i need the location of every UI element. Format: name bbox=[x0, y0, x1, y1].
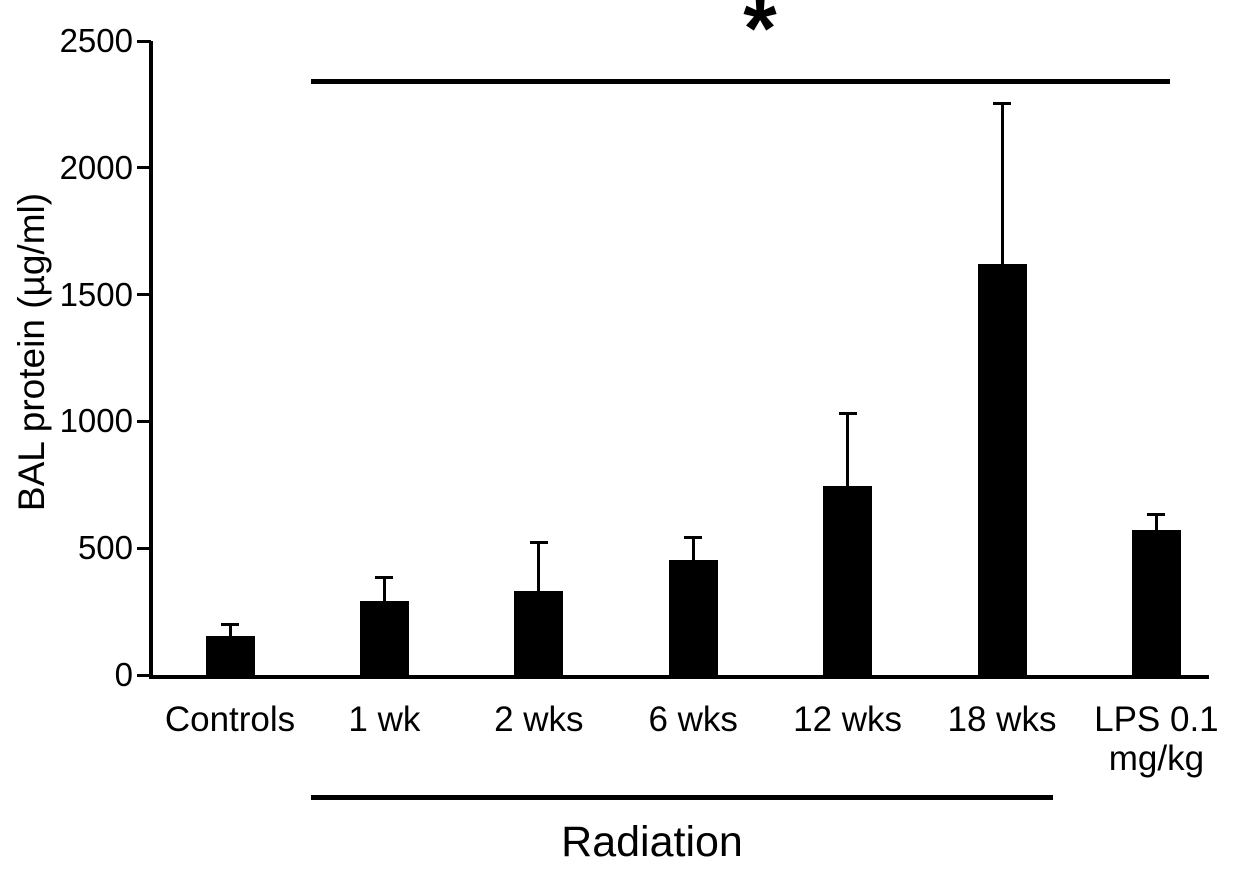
y-tick-mark bbox=[137, 546, 151, 550]
y-tick-label: 0 bbox=[114, 656, 133, 693]
bar-18-wks bbox=[977, 264, 1027, 675]
error-bar-cap-18-wks bbox=[993, 102, 1011, 106]
x-axis-label-1-wk: 1 wk bbox=[348, 700, 421, 739]
y-tick-label: 1000 bbox=[59, 402, 133, 440]
error-bar-stem-lps-0-1-mg-kg bbox=[1154, 513, 1158, 531]
error-bar-stem-12-wks bbox=[846, 412, 850, 487]
bar-controls bbox=[205, 635, 255, 675]
y-tick-mark bbox=[137, 673, 151, 677]
significance-asterisk: * bbox=[743, 0, 777, 77]
error-bar-stem-controls bbox=[228, 624, 232, 636]
y-tick-mark bbox=[137, 166, 151, 170]
x-axis-label-6-wks: 6 wks bbox=[648, 700, 738, 739]
radiation-group-line bbox=[311, 795, 1053, 800]
x-axis-label-2-wks: 2 wks bbox=[494, 700, 584, 739]
y-tick-mark bbox=[137, 293, 151, 297]
error-bar-cap-12-wks bbox=[838, 411, 857, 415]
error-bar-cap-controls bbox=[221, 623, 239, 627]
bar-12-wks bbox=[823, 486, 873, 675]
error-bar-cap-6-wks bbox=[684, 535, 703, 539]
error-bar-stem-18-wks bbox=[1000, 103, 1004, 265]
x-axis-label-lps-0-1-mg-kg: LPS 0.1 mg/kg bbox=[1094, 700, 1219, 779]
y-axis-line bbox=[149, 41, 153, 679]
y-tick-mark bbox=[137, 39, 151, 43]
y-axis-title: BAL protein (µg/ml) bbox=[11, 192, 52, 512]
x-axis-line bbox=[149, 675, 1209, 679]
y-tick-mark bbox=[137, 419, 151, 423]
y-tick-label: 1500 bbox=[59, 275, 133, 313]
y-tick-label: 2500 bbox=[59, 22, 133, 59]
radiation-group-label: Radiation bbox=[561, 818, 743, 866]
y-tick-label: 2000 bbox=[59, 148, 133, 186]
error-bar-cap-lps-0-1-mg-kg bbox=[1147, 512, 1166, 516]
error-bar-cap-1-wk bbox=[375, 576, 394, 580]
x-axis-label-12-wks: 12 wks bbox=[793, 700, 903, 739]
error-bar-cap-2-wks bbox=[529, 540, 548, 544]
bar-1-wk bbox=[359, 601, 409, 675]
y-tick-label: 500 bbox=[77, 529, 133, 567]
error-bar-stem-2-wks bbox=[537, 541, 541, 592]
x-axis-label-18-wks: 18 wks bbox=[947, 700, 1057, 739]
significance-line bbox=[311, 79, 1170, 84]
bar-6-wks bbox=[668, 559, 718, 675]
x-axis-label-controls: Controls bbox=[164, 700, 296, 739]
bar-2-wks bbox=[514, 591, 564, 675]
error-bar-stem-1-wk bbox=[382, 577, 386, 602]
error-bar-stem-6-wks bbox=[691, 536, 695, 560]
bar-lps-0-1-mg-kg bbox=[1131, 530, 1181, 675]
